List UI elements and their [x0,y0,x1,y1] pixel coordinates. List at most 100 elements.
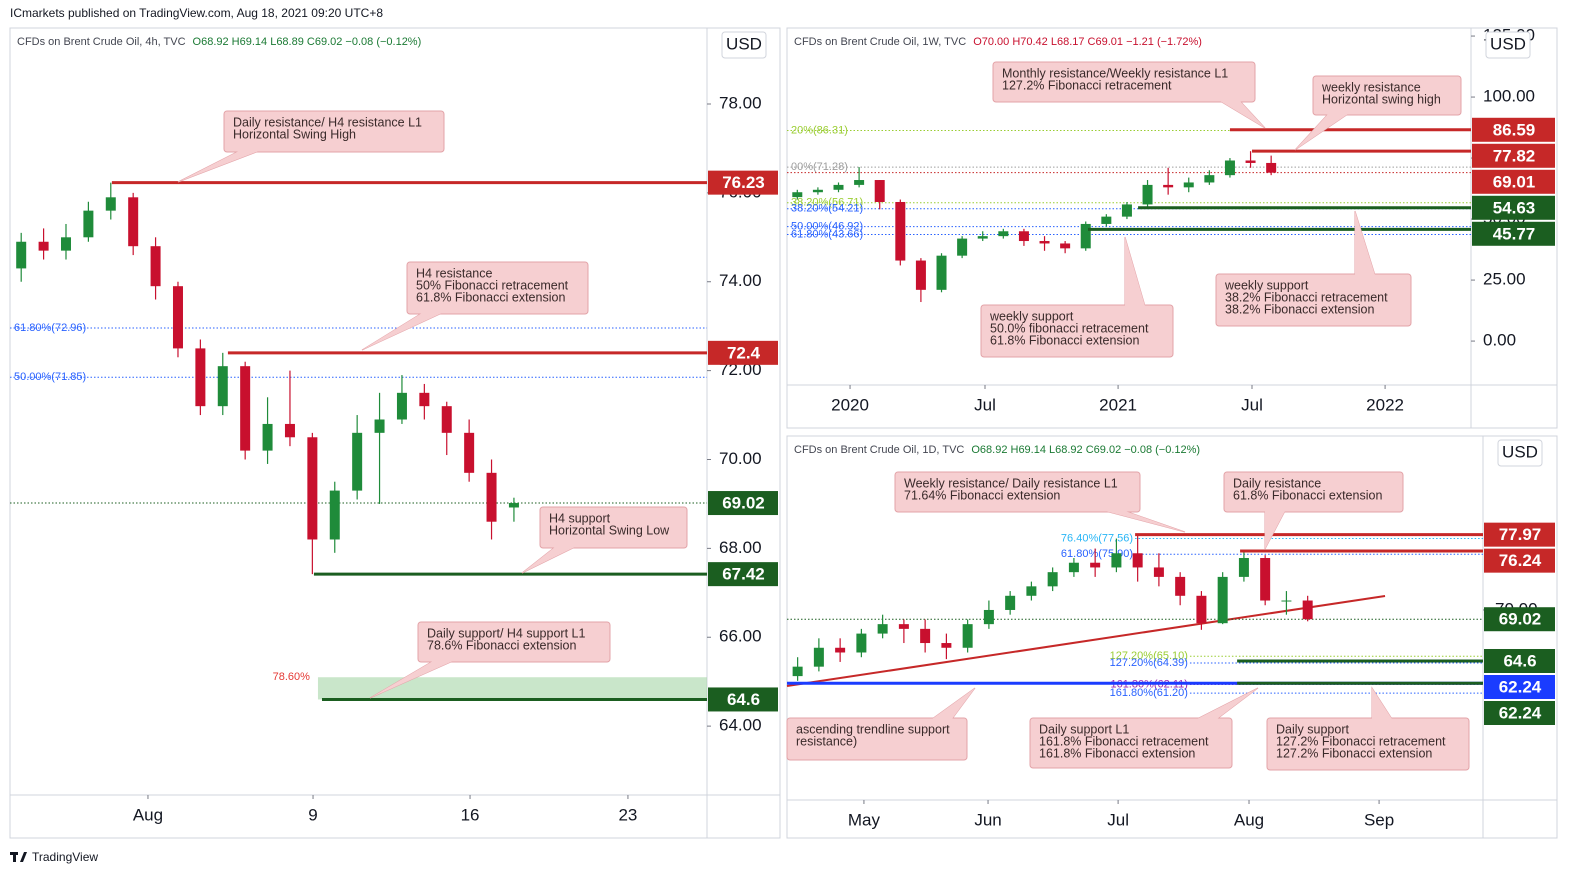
candle-body [217,366,228,407]
annotation-box [1266,717,1470,771]
price-box-label: 64.6 [727,690,760,709]
price-box-label: 69.01 [1493,172,1536,191]
y-tick-label: 25.00 [1483,270,1526,289]
price-box-label: 77.97 [1499,525,1542,544]
candle-body [1039,241,1050,244]
candle-body [172,286,183,349]
annotation-text: 61.8% Fibonacci extension [990,333,1139,347]
candle-body [856,633,867,653]
candle-body [936,255,947,290]
candle-body [895,201,906,261]
annotation-box [417,621,611,663]
candle-body [792,666,803,677]
annotation-text: 61.8% Fibonacci extension [1233,488,1382,502]
pointer-join [1355,211,1375,275]
price-box-label: 69.02 [722,494,765,513]
annotation-text: ascending trendline support [796,722,950,736]
pointer-join [1372,688,1392,719]
y-tick-label: 72.00 [719,360,762,379]
candle-body [941,643,952,648]
annotation-text: H4 support [549,511,611,525]
candle-body [1111,553,1122,568]
candle-body [962,624,973,648]
candle-body [150,246,161,287]
candle-body [835,647,846,653]
price-box [1484,522,1555,547]
y-tick-label: 78.00 [719,93,762,112]
candle-body [1142,184,1153,205]
candle-body [284,423,295,438]
ohlc: O68.92 H69.14 L68.92 C69.02 −0.08 (−0.12… [971,444,1200,456]
y-tick-label: 74.00 [719,271,762,290]
pointer-join [370,661,453,698]
candle-body [128,197,139,247]
currency-box [1485,31,1531,59]
annotation-text: Weekly resistance/ Daily resistance L1 [904,476,1118,490]
candle-body [374,419,385,433]
chart-panel: 0.0025.0050.0075.00100.00125.002020Jul20… [786,26,1558,429]
annotation-box [223,110,445,153]
fib-label: 38.20%(54.21) [791,203,863,215]
annotation-box [1223,471,1404,513]
annotation-box [894,471,1141,513]
candle-body [38,241,49,251]
candle-body [1132,553,1143,568]
ohlc: O68.92 H69.14 L68.89 C69.02 −0.08 (−0.12… [193,36,422,48]
candle-body [329,490,340,540]
annotation-text: 38.2% Fibonacci extension [1225,302,1374,316]
candle-body [1026,586,1037,596]
annotation-box [406,261,589,315]
x-tick-label: 2022 [1366,395,1404,414]
candle-body [833,184,844,190]
trendline [786,594,1386,688]
x-tick-label: Aug [1234,810,1264,829]
candle-body [915,260,926,290]
ohlc: O70.00 H70.42 L68.17 C69.01 −1.21 (−1.72… [973,36,1202,48]
price-box-label: 45.77 [1493,224,1536,243]
annotation-text: Horizontal Swing Low [549,523,670,537]
candle-body [60,237,71,251]
annotation-text: 127.2% Fibonacci retracement [1002,78,1172,92]
fib-label: 127.20%(65.10) [1110,650,1188,662]
x-tick-label: 2021 [1099,395,1137,414]
candle-body [1018,231,1029,242]
annotation-text: 61.8% Fibonacci extension [416,290,565,304]
candle-body [1101,216,1112,224]
candle-body [1047,572,1058,587]
y-tick-label: 64.00 [719,716,762,735]
candle-body [105,197,116,211]
price-box-label: 77.82 [1493,146,1536,165]
zone [317,677,707,700]
price-box-label: 67.42 [722,565,765,584]
x-tick-label: 2020 [831,395,869,414]
price-box [1484,607,1555,632]
annotation-text: 78.6% Fibonacci extension [427,638,576,652]
candle-body [1238,557,1249,577]
price-box-label: 69.02 [1499,610,1542,629]
y-tick-label: 68.00 [719,538,762,557]
candle-body [920,628,931,644]
y-tick-label: 0.00 [1483,331,1516,350]
price-box [708,170,778,195]
annotation-text: weekly resistance [1321,80,1421,94]
candle-body [508,503,519,508]
annotation-box [1215,273,1412,327]
price-box [708,491,778,516]
annotation-box [539,506,688,549]
annotation-text: Horizontal swing high [1322,92,1441,106]
pointer-join [1265,511,1285,549]
annotation-text: 127.2% Fibonacci extension [1276,746,1432,760]
price-box [1472,143,1555,168]
y-tick-label: 100.00 [1483,87,1535,106]
candle-body [998,231,1009,237]
fib-label: 76.40%(77.56) [1061,532,1133,544]
chart-panel: 70.00MayJunJulAugSepCFDs on Brent Crude … [786,435,1558,839]
candle-body [1005,595,1016,610]
candle-body [854,180,865,185]
annotation-text: 38.2% Fibonacci retracement [1225,290,1388,304]
candle-body [441,406,452,433]
candle-body [874,180,885,202]
x-tick-label: Aug [133,805,163,824]
footer: TradingView [32,850,98,864]
annotation-text: weekly support [1224,278,1309,292]
